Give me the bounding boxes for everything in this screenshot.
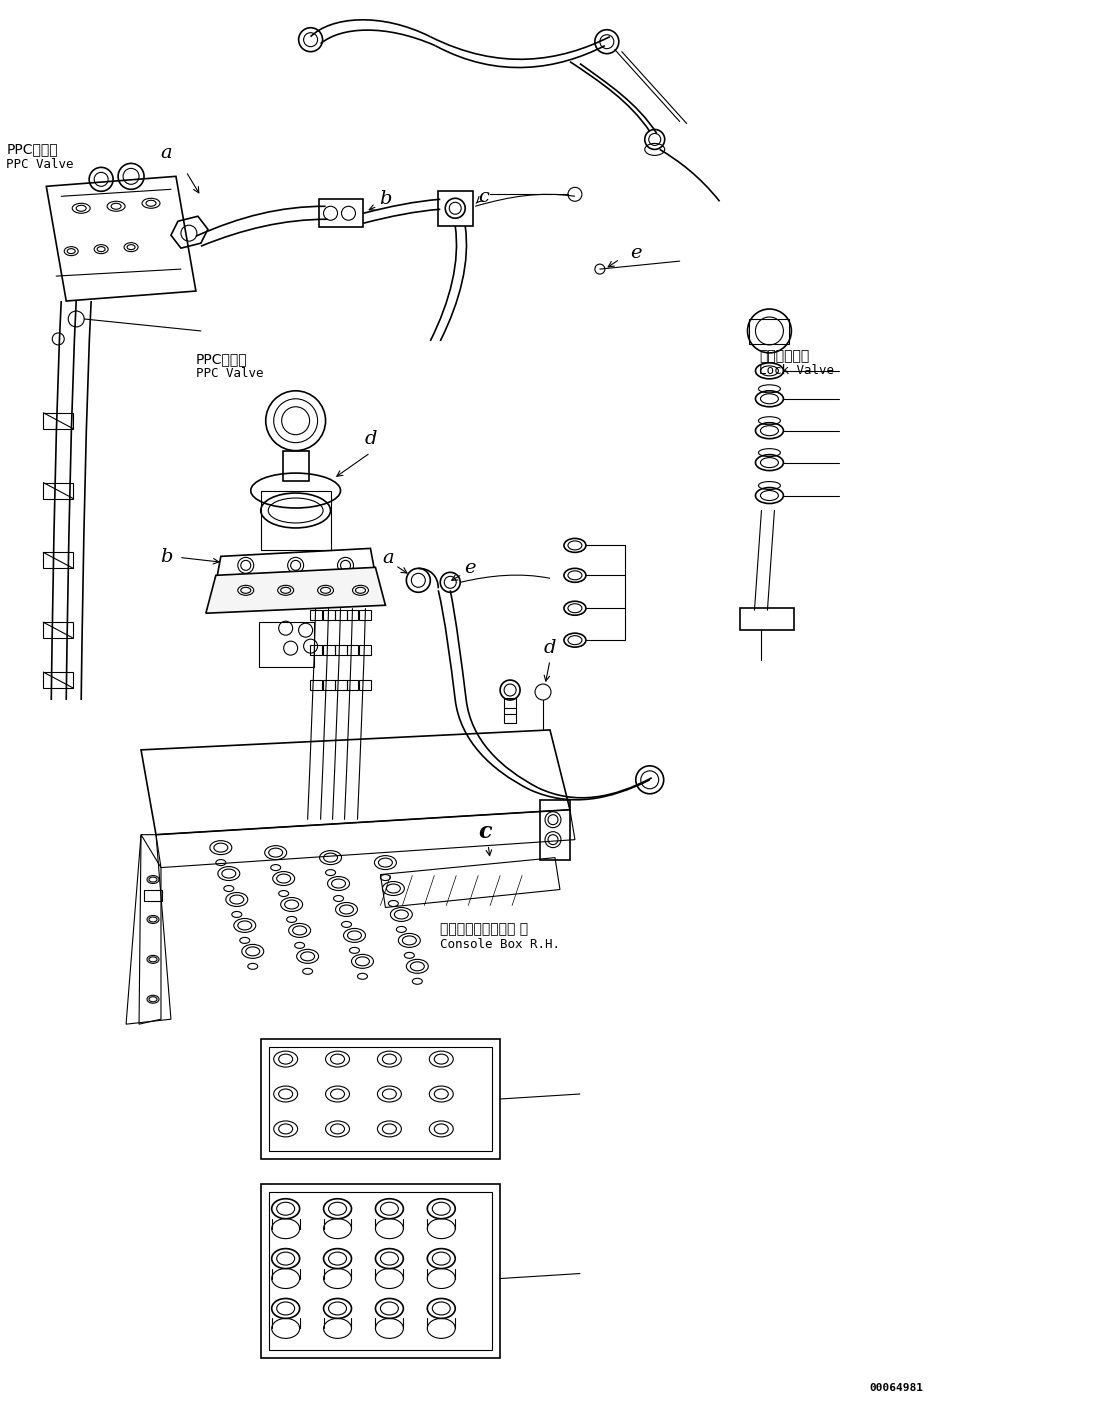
Text: Lock Valve: Lock Valve [759, 364, 835, 377]
Bar [749, 319, 790, 344]
Bar [504, 697, 516, 723]
Text: コンソールボックス 右: コンソールボックス 右 [440, 922, 528, 936]
Bar [260, 491, 330, 550]
Text: b: b [380, 190, 392, 208]
Text: PPC Valve: PPC Valve [196, 367, 264, 381]
Bar [347, 645, 359, 655]
Bar [144, 890, 162, 901]
Bar [335, 681, 347, 690]
Bar [540, 800, 570, 859]
Bar [260, 1184, 500, 1358]
Bar [347, 681, 359, 690]
Bar [259, 623, 314, 666]
Bar [360, 681, 372, 690]
Bar [260, 1039, 500, 1159]
Text: e: e [465, 560, 476, 578]
Bar [44, 672, 73, 688]
Text: b: b [160, 548, 172, 567]
Text: c: c [478, 188, 489, 207]
Text: a: a [160, 145, 172, 163]
Text: c: c [478, 821, 492, 842]
Text: ロックバルブ: ロックバルブ [759, 349, 810, 363]
Bar [44, 553, 73, 568]
Bar [318, 200, 363, 228]
Bar [335, 645, 347, 655]
Bar [310, 645, 322, 655]
Bar [360, 645, 372, 655]
Bar [282, 451, 309, 481]
Text: d: d [364, 430, 376, 447]
Bar [310, 681, 322, 690]
Bar [323, 610, 335, 620]
Bar [323, 681, 335, 690]
Text: e: e [630, 245, 641, 262]
Text: 00064981: 00064981 [869, 1384, 923, 1393]
Bar [269, 1047, 492, 1152]
Bar [44, 482, 73, 499]
Bar [439, 191, 474, 226]
Polygon shape [206, 568, 385, 613]
Bar [323, 645, 335, 655]
Bar [360, 610, 372, 620]
Text: PPC Valve: PPC Valve [7, 157, 74, 172]
Text: PPCバルブ: PPCバルブ [7, 142, 58, 156]
Text: a: a [383, 550, 394, 568]
Bar [269, 1192, 492, 1350]
Bar [740, 609, 794, 630]
Bar [310, 610, 322, 620]
Text: d: d [544, 640, 556, 657]
Text: PPCバルブ: PPCバルブ [196, 352, 247, 366]
Bar [347, 610, 359, 620]
Bar [335, 610, 347, 620]
Text: Console Box R.H.: Console Box R.H. [440, 938, 560, 950]
Bar [44, 413, 73, 429]
Bar [44, 623, 73, 638]
